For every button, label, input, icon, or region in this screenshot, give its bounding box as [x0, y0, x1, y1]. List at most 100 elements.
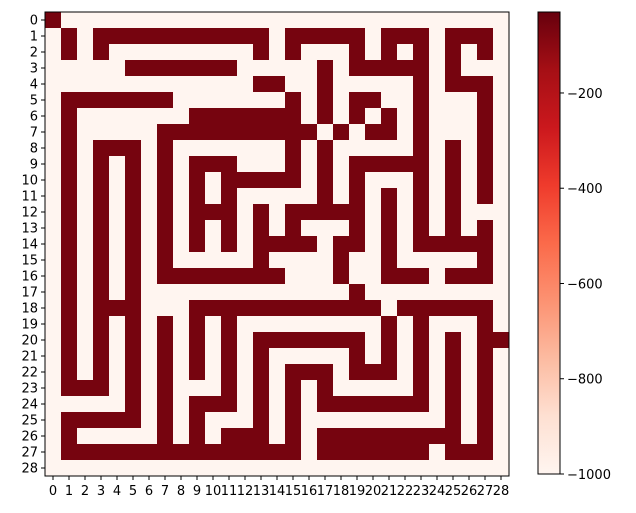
- heatmap-cell-22-11: [221, 364, 238, 381]
- heatmap-cell-24-21: [381, 396, 398, 413]
- heatmap-cell-8-4: [109, 140, 126, 157]
- heatmap-cell-3-17: [317, 60, 334, 77]
- heatmap-cell-7-20: [365, 124, 382, 141]
- heatmap-cell-9-11: [221, 156, 238, 173]
- heatmap-cell-9-6: [141, 156, 158, 173]
- heatmap-cell-5-23: [413, 92, 430, 109]
- heatmap-cell-23-10: [205, 380, 222, 397]
- heatmap-cell-7-14: [269, 124, 286, 141]
- heatmap-cell-26-17: [317, 428, 334, 445]
- y-tick-label-1: 1: [30, 30, 38, 45]
- heatmap-cell-27-20: [365, 444, 382, 461]
- heatmap-cell-24-20: [365, 396, 382, 413]
- heatmap-cell-1-26: [461, 28, 478, 45]
- heatmap-cell-21-24: [429, 348, 446, 365]
- heatmap-cell-5-16: [301, 92, 318, 109]
- heatmap-cell-8-15: [285, 140, 302, 157]
- heatmap-cell-9-26: [461, 156, 478, 173]
- heatmap-cell-25-8: [173, 412, 190, 429]
- heatmap-cell-26-12: [237, 428, 254, 445]
- heatmap-cell-15-13: [253, 252, 270, 269]
- heatmap-cell-13-10: [205, 220, 222, 237]
- heatmap-cell-2-18: [333, 44, 350, 61]
- heatmap-cell-20-8: [173, 332, 190, 349]
- heatmap-cell-5-1: [61, 92, 78, 109]
- heatmap-cell-2-16: [301, 44, 318, 61]
- heatmap-cell-20-0: [45, 332, 62, 349]
- heatmap-cell-24-2: [77, 396, 94, 413]
- heatmap-cell-0-4: [109, 12, 126, 29]
- x-tick-label-28: 28: [493, 484, 510, 499]
- heatmap-cell-19-9: [189, 316, 206, 333]
- heatmap-cell-19-10: [205, 316, 222, 333]
- heatmap-cell-8-8: [173, 140, 190, 157]
- x-tick-label-24: 24: [429, 484, 446, 499]
- heatmap-cell-25-22: [397, 412, 414, 429]
- heatmap-cell-23-11: [221, 380, 238, 397]
- heatmap-cell-28-13: [253, 460, 270, 477]
- heatmap-cell-23-5: [125, 380, 142, 397]
- heatmap-cell-22-12: [237, 364, 254, 381]
- heatmap-cell-0-10: [205, 12, 222, 29]
- heatmap-cell-3-12: [237, 60, 254, 77]
- heatmap-cell-19-8: [173, 316, 190, 333]
- heatmap-cell-16-28: [493, 268, 510, 285]
- heatmap-cell-10-14: [269, 172, 286, 189]
- heatmap-cell-26-20: [365, 428, 382, 445]
- heatmap-cell-22-7: [157, 364, 174, 381]
- x-tick-label-4: 4: [113, 484, 121, 499]
- heatmap-cell-20-10: [205, 332, 222, 349]
- heatmap-cell-23-26: [461, 380, 478, 397]
- heatmap-cell-8-10: [205, 140, 222, 157]
- heatmap-cell-25-7: [157, 412, 174, 429]
- heatmap-cell-19-17: [317, 316, 334, 333]
- heatmap-cell-27-7: [157, 444, 174, 461]
- heatmap-cell-12-27: [477, 204, 494, 221]
- y-tick-label-22: 22: [21, 366, 38, 381]
- heatmap-cell-5-25: [445, 92, 462, 109]
- heatmap-cell-28-22: [397, 460, 414, 477]
- heatmap-cell-5-3: [93, 92, 110, 109]
- heatmap-cell-12-24: [429, 204, 446, 221]
- heatmap-cell-19-23: [413, 316, 430, 333]
- heatmap-cell-12-19: [349, 204, 366, 221]
- heatmap-cell-21-11: [221, 348, 238, 365]
- heatmap-cell-6-7: [157, 108, 174, 125]
- heatmap-cell-23-3: [93, 380, 110, 397]
- heatmap-cell-7-24: [429, 124, 446, 141]
- heatmap-cell-3-27: [477, 60, 494, 77]
- heatmap-cell-25-28: [493, 412, 510, 429]
- heatmap-cell-12-3: [93, 204, 110, 221]
- heatmap-cell-5-9: [189, 92, 206, 109]
- heatmap-cell-20-26: [461, 332, 478, 349]
- heatmap-cell-15-5: [125, 252, 142, 269]
- heatmap-cell-1-28: [493, 28, 510, 45]
- heatmap-cell-18-20: [365, 300, 382, 317]
- heatmap-cell-10-19: [349, 172, 366, 189]
- heatmap-cell-14-11: [221, 236, 238, 253]
- heatmap-cell-12-13: [253, 204, 270, 221]
- heatmap-cell-12-1: [61, 204, 78, 221]
- heatmap-cell-6-0: [45, 108, 62, 125]
- heatmap-cell-5-10: [205, 92, 222, 109]
- heatmap-cell-14-18: [333, 236, 350, 253]
- heatmap-cell-27-11: [221, 444, 238, 461]
- heatmap-cell-11-4: [109, 188, 126, 205]
- heatmap-cell-11-24: [429, 188, 446, 205]
- heatmap-cell-7-26: [461, 124, 478, 141]
- heatmap-cell-6-13: [253, 108, 270, 125]
- heatmap-cell-18-15: [285, 300, 302, 317]
- heatmap-cell-22-2: [77, 364, 94, 381]
- heatmap-cell-8-5: [125, 140, 142, 157]
- heatmap-cell-15-22: [397, 252, 414, 269]
- heatmap-cell-26-26: [461, 428, 478, 445]
- heatmap-cell-24-28: [493, 396, 510, 413]
- heatmap-cell-10-16: [301, 172, 318, 189]
- heatmap-cell-17-5: [125, 284, 142, 301]
- heatmap-cell-9-17: [317, 156, 334, 173]
- heatmap-cell-6-28: [493, 108, 510, 125]
- heatmap-cell-12-23: [413, 204, 430, 221]
- heatmap-cell-9-21: [381, 156, 398, 173]
- y-tick-label-10: 10: [21, 174, 38, 189]
- heatmap-cell-12-9: [189, 204, 206, 221]
